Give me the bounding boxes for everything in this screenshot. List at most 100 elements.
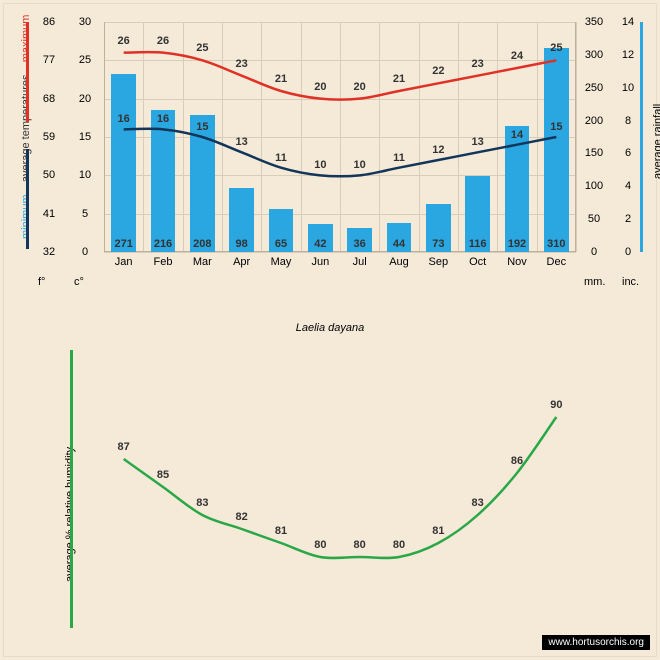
inc-tick: 0 (618, 246, 638, 258)
min-temp-label: 15 (550, 121, 562, 133)
month-label: Oct (469, 256, 486, 268)
c-tick: 20 (74, 93, 96, 105)
c-unit-label: c° (74, 276, 84, 288)
rainfall-bar (190, 115, 214, 252)
max-axis-indicator (26, 22, 29, 122)
inc-tick: 10 (618, 82, 638, 94)
humidity-line (124, 417, 557, 558)
rainfall-label: 98 (236, 238, 248, 250)
rainfall-label: 116 (469, 238, 487, 250)
inc-tick: 6 (618, 147, 638, 159)
min-temp-label: 10 (354, 159, 366, 171)
humidity-line-svg (104, 347, 576, 627)
inc-tick: 14 (618, 16, 638, 28)
max-temp-label: 21 (393, 73, 405, 85)
humidity-value-label: 83 (472, 497, 484, 509)
rainfall-label: 73 (432, 238, 444, 250)
rainfall-label: 42 (314, 238, 326, 250)
rainfall-bar (505, 126, 529, 252)
f-tick: 86 (38, 16, 60, 28)
rainfall-label: 65 (275, 238, 287, 250)
rainfall-bar (111, 74, 135, 252)
mm-tick: 200 (580, 115, 608, 127)
f-tick: 59 (38, 131, 60, 143)
mm-tick: 300 (580, 49, 608, 61)
inc-tick: 8 (618, 115, 638, 127)
max-temp-label: 26 (157, 35, 169, 47)
mm-tick: 250 (580, 82, 608, 94)
min-temp-label: 15 (196, 121, 208, 133)
max-temp-label: 21 (275, 73, 287, 85)
f-tick: 77 (38, 54, 60, 66)
rainfall-bar (151, 110, 175, 252)
rainfall-label: 36 (354, 238, 366, 250)
rainfall-label: 271 (114, 238, 132, 250)
top-plot-area: 2626252321202021222324251616151311101011… (104, 22, 576, 252)
min-temp-label: 11 (393, 152, 405, 164)
c-tick: 0 (74, 246, 96, 258)
month-label: Aug (389, 256, 409, 268)
humidity-axis-indicator (70, 350, 73, 628)
humidity-value-label: 81 (432, 525, 444, 537)
mm-tick: 350 (580, 16, 608, 28)
max-temp-label: 25 (550, 42, 562, 54)
f-tick: 41 (38, 208, 60, 220)
page: minimum average temperatures maximum ave… (3, 3, 657, 657)
month-label: Sep (429, 256, 449, 268)
max-temp-label: 25 (196, 42, 208, 54)
month-label: May (271, 256, 292, 268)
rainfall-bar (544, 48, 568, 252)
month-label: Apr (233, 256, 250, 268)
min-temp-label: 14 (511, 129, 523, 141)
month-label: Jan (115, 256, 133, 268)
humidity-value-label: 80 (314, 539, 326, 551)
humidity-value-label: 86 (511, 455, 523, 467)
f-unit-label: f° (38, 276, 45, 288)
month-label: Mar (193, 256, 212, 268)
min-temp-label: 13 (472, 136, 484, 148)
f-tick: 50 (38, 169, 60, 181)
humidity-value-label: 80 (354, 539, 366, 551)
f-tick: 32 (38, 246, 60, 258)
max-temp-label: 22 (432, 65, 444, 77)
rainfall-bars (104, 22, 576, 252)
rainfall-axis-title: average rainfall (652, 104, 660, 179)
max-temp-label: 20 (314, 81, 326, 93)
max-temp-label: 24 (511, 50, 523, 62)
month-label: Jun (311, 256, 329, 268)
min-temp-label: 11 (275, 152, 287, 164)
min-temp-label: 16 (118, 113, 130, 125)
humidity-value-label: 87 (118, 441, 130, 453)
max-temp-label: 23 (472, 58, 484, 70)
month-label: Feb (154, 256, 173, 268)
rainfall-label: 192 (508, 238, 526, 250)
max-temp-label: 26 (118, 35, 130, 47)
c-tick: 10 (74, 169, 96, 181)
min-temp-label: 13 (236, 136, 248, 148)
c-tick: 5 (74, 208, 96, 220)
min-temp-label: 12 (432, 144, 444, 156)
humidity-value-label: 82 (236, 511, 248, 523)
c-tick: 25 (74, 54, 96, 66)
mm-tick: 150 (580, 147, 608, 159)
bottom-plot-area: 878583828180808081838690 (104, 347, 576, 627)
humidity-value-label: 83 (196, 497, 208, 509)
max-temp-label: 20 (354, 81, 366, 93)
rainfall-label: 208 (193, 238, 211, 250)
humidity-chart: Laelia dayana average % relative humidit… (4, 322, 656, 654)
c-tick: 15 (74, 131, 96, 143)
month-label: Nov (507, 256, 527, 268)
mm-tick: 100 (580, 180, 608, 192)
min-axis-indicator (26, 149, 29, 249)
min-temp-label: 10 (314, 159, 326, 171)
month-label: Dec (547, 256, 567, 268)
max-temp-label: 23 (236, 58, 248, 70)
humidity-value-label: 80 (393, 539, 405, 551)
climate-chart: minimum average temperatures maximum ave… (4, 4, 656, 324)
species-name: Laelia dayana (4, 322, 656, 334)
c-tick: 30 (74, 16, 96, 28)
inc-tick: 4 (618, 180, 638, 192)
rainfall-label: 310 (547, 238, 565, 250)
month-label: Jul (353, 256, 367, 268)
inc-tick: 12 (618, 49, 638, 61)
